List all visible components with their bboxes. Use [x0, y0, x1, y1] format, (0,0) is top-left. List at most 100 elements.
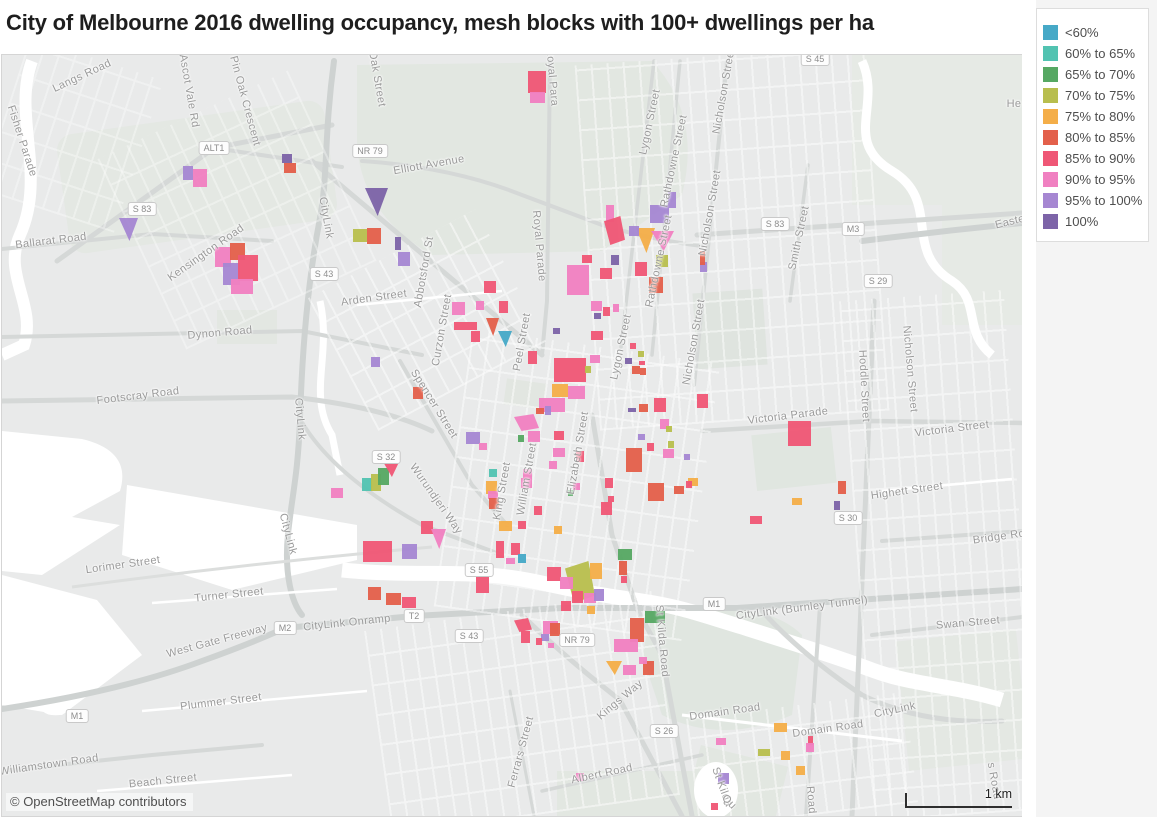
mesh-block[interactable] — [796, 766, 805, 775]
mesh-block[interactable] — [378, 468, 389, 485]
mesh-block[interactable] — [684, 454, 690, 460]
mesh-block[interactable] — [545, 406, 551, 415]
mesh-block[interactable] — [643, 661, 654, 675]
mesh-block[interactable] — [488, 491, 498, 499]
mesh-block[interactable] — [282, 154, 292, 163]
mesh-block[interactable] — [528, 431, 540, 442]
mesh-block[interactable] — [718, 773, 729, 784]
mesh-block[interactable] — [606, 205, 614, 222]
mesh-block[interactable] — [476, 301, 484, 310]
mesh-block[interactable] — [541, 634, 549, 641]
mesh-block[interactable] — [674, 486, 684, 494]
mesh-block[interactable] — [594, 589, 604, 601]
mesh-block[interactable] — [499, 301, 508, 313]
mesh-block[interactable] — [363, 541, 392, 562]
mesh-block[interactable] — [518, 435, 524, 442]
mesh-block[interactable] — [638, 351, 644, 357]
mesh-block[interactable] — [668, 192, 676, 208]
mesh-block[interactable] — [452, 302, 465, 315]
mesh-block[interactable] — [648, 483, 664, 501]
mesh-block[interactable] — [479, 443, 487, 450]
mesh-block[interactable] — [386, 593, 401, 605]
legend-item[interactable]: <60% — [1043, 22, 1148, 43]
mesh-block[interactable] — [553, 448, 565, 457]
mesh-block[interactable] — [587, 606, 595, 614]
mesh-block[interactable] — [666, 426, 672, 432]
mesh-block[interactable] — [792, 498, 802, 505]
mesh-block[interactable] — [466, 432, 480, 444]
mesh-block[interactable] — [536, 408, 544, 414]
mesh-block[interactable] — [626, 448, 642, 472]
mesh-block[interactable] — [484, 281, 496, 293]
mesh-block[interactable] — [554, 358, 586, 382]
mesh-block[interactable] — [514, 414, 539, 431]
mesh-block[interactable] — [528, 71, 546, 93]
mesh-block[interactable] — [660, 419, 669, 429]
mesh-block[interactable] — [193, 169, 207, 187]
mesh-block[interactable] — [454, 322, 477, 330]
mesh-block[interactable] — [623, 665, 636, 675]
mesh-block[interactable] — [635, 262, 647, 276]
mesh-block[interactable] — [486, 481, 497, 494]
mesh-block[interactable] — [639, 404, 648, 412]
mesh-block[interactable] — [576, 451, 584, 462]
mesh-block[interactable] — [238, 255, 258, 281]
mesh-block[interactable] — [806, 743, 814, 752]
mesh-block[interactable] — [284, 163, 296, 173]
mesh-block[interactable] — [621, 576, 627, 583]
legend-item[interactable]: 90% to 95% — [1043, 169, 1148, 190]
mesh-block[interactable] — [605, 478, 613, 488]
mesh-block[interactable] — [398, 252, 410, 266]
mesh-block[interactable] — [549, 461, 557, 469]
mesh-block[interactable] — [639, 657, 647, 664]
mesh-block[interactable] — [368, 587, 381, 600]
legend-item[interactable]: 75% to 80% — [1043, 106, 1148, 127]
legend-item[interactable]: 65% to 70% — [1043, 64, 1148, 85]
mesh-block[interactable] — [638, 434, 645, 440]
mesh-block[interactable] — [834, 501, 840, 510]
mesh-block[interactable] — [572, 591, 583, 603]
mesh-block[interactable] — [632, 366, 640, 374]
mesh-block[interactable] — [614, 639, 638, 652]
mesh-block[interactable] — [640, 368, 646, 375]
mesh-block[interactable] — [686, 481, 692, 488]
mesh-block[interactable] — [523, 469, 532, 479]
mesh-block[interactable] — [183, 166, 193, 180]
mesh-block[interactable] — [536, 638, 542, 645]
mesh-block[interactable] — [788, 421, 811, 446]
mesh-block[interactable] — [649, 277, 663, 293]
mesh-block[interactable] — [613, 304, 619, 312]
mesh-block[interactable] — [618, 549, 632, 560]
mesh-block[interactable] — [750, 516, 762, 524]
mesh-block[interactable] — [371, 357, 380, 367]
mesh-block[interactable] — [603, 307, 610, 316]
mesh-block[interactable] — [534, 506, 542, 515]
mesh-block[interactable] — [639, 361, 645, 365]
mesh-block[interactable] — [774, 723, 787, 732]
mesh-block[interactable] — [758, 749, 770, 756]
legend-item[interactable]: 60% to 65% — [1043, 43, 1148, 64]
mesh-block[interactable] — [552, 384, 568, 397]
mesh-block[interactable] — [568, 490, 573, 496]
mesh-block[interactable] — [395, 237, 401, 250]
mesh-block[interactable] — [630, 618, 644, 642]
mesh-block[interactable] — [367, 228, 381, 244]
mesh-block[interactable] — [625, 358, 632, 364]
mesh-block[interactable] — [628, 408, 636, 412]
mesh-block[interactable] — [601, 502, 612, 515]
map-canvas[interactable]: Langs Road Fisher Parade Ascot Vale Rd Pin … — [1, 54, 1023, 817]
mesh-block[interactable] — [554, 431, 564, 440]
mesh-block[interactable] — [528, 351, 537, 364]
mesh-block[interactable] — [700, 251, 705, 265]
mesh-block[interactable] — [716, 738, 726, 745]
legend-item[interactable]: 85% to 90% — [1043, 148, 1148, 169]
mesh-block[interactable] — [584, 593, 596, 603]
mesh-block[interactable] — [402, 597, 416, 608]
mesh-block[interactable] — [838, 481, 846, 494]
mesh-block[interactable] — [550, 623, 560, 636]
mesh-block[interactable] — [697, 394, 708, 408]
mesh-block[interactable] — [353, 229, 367, 242]
mesh-block[interactable] — [629, 226, 639, 236]
legend-item[interactable]: 80% to 85% — [1043, 127, 1148, 148]
mesh-block[interactable] — [518, 521, 526, 529]
